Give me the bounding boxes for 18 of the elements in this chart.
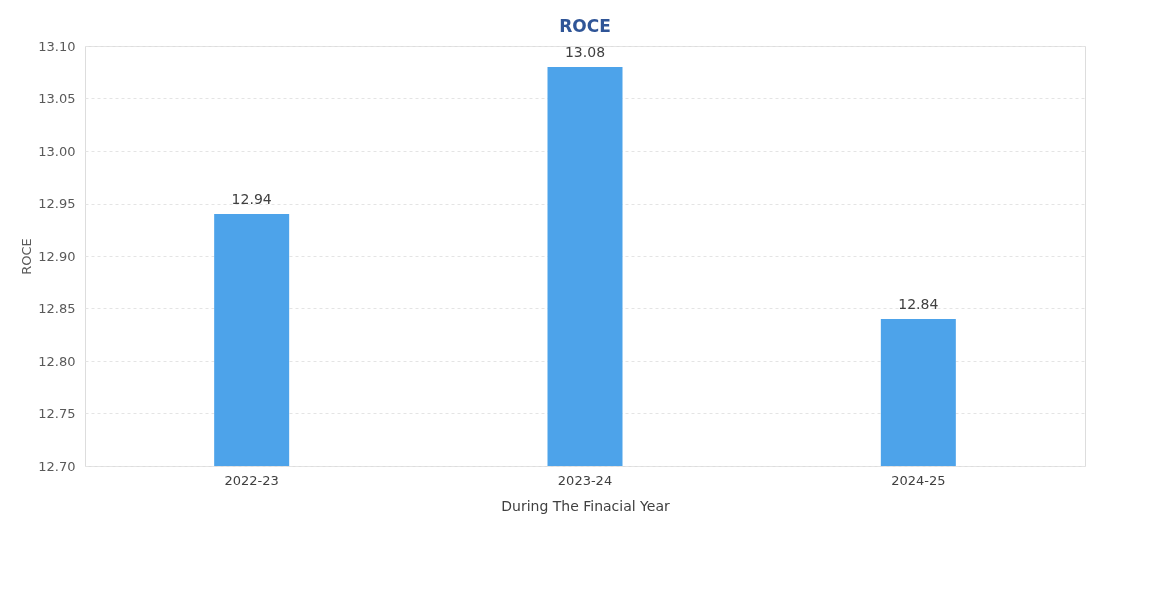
y-tick-label: 12.75 [38, 406, 76, 421]
x-axis-title: During The Finacial Year [501, 497, 670, 514]
data-label: 12.84 [898, 296, 939, 312]
y-tick-label: 12.85 [38, 301, 76, 316]
y-tick-label: 12.95 [38, 196, 76, 211]
y-tick-label: 12.80 [38, 353, 76, 369]
x-tick-label: 2024-25 [891, 472, 946, 488]
chart-title: ROCE [559, 16, 611, 36]
y-tick-label: 13.00 [38, 143, 76, 159]
y-tick-label: 13.10 [38, 38, 76, 54]
data-label: 13.08 [564, 44, 606, 60]
y-axis-title: ROCE [19, 238, 35, 275]
x-tick-label: 2022-23 [224, 472, 279, 488]
y-tick-label: 12.90 [38, 248, 76, 264]
y-tick-label: 12.70 [38, 458, 76, 474]
data-label: 12.94 [231, 191, 272, 207]
x-tick-label: 2023-24 [557, 472, 613, 488]
y-tick-label: 13.05 [38, 91, 76, 106]
